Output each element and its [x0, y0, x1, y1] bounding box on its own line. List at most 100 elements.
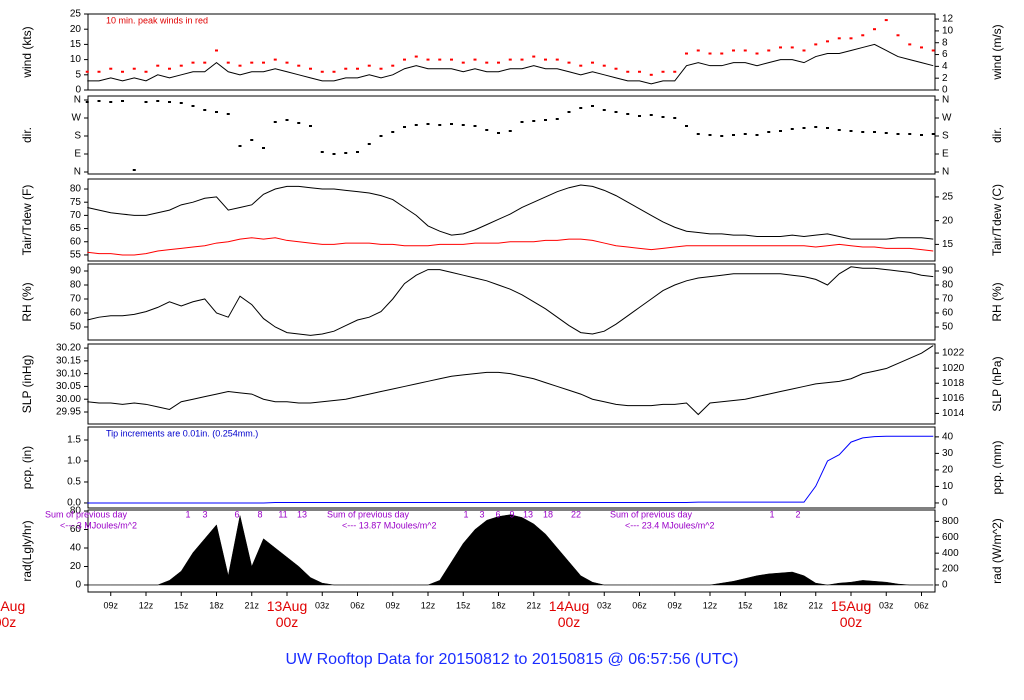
data-point: [555, 118, 559, 120]
y-tick-label: 50: [70, 322, 82, 333]
data-point: [755, 52, 759, 55]
data-point: [191, 105, 195, 107]
data-point: [567, 61, 571, 64]
line: [87, 43, 934, 85]
panel-frame: [87, 263, 936, 341]
y2-tick-label: 0: [942, 85, 948, 96]
data-point: [450, 123, 453, 125]
hour-mark: 13: [523, 509, 533, 519]
x-tick-label: 03z: [597, 600, 612, 610]
data-point: [238, 145, 242, 147]
data-point: [743, 49, 747, 52]
y-tick-label: 1.0: [67, 456, 81, 467]
data-point: [743, 133, 747, 135]
y-tick-label: 0.5: [67, 477, 81, 488]
data-point: [884, 132, 888, 134]
panel-frame: [87, 13, 936, 91]
y-axis-label: pcp. (in): [20, 446, 34, 489]
x-tick-label: 15z: [174, 600, 189, 610]
x-tick-label: 12z: [703, 600, 718, 610]
data-point: [802, 49, 806, 52]
data-point: [438, 124, 442, 126]
data-point: [285, 61, 289, 64]
data-point: [426, 58, 430, 61]
y2-tick-label: 90: [942, 266, 954, 277]
daily-sum-total: <--- 3 MJoules/m^2: [60, 520, 137, 530]
y-tick-label: 75: [70, 197, 82, 208]
y-tick-label: 30.00: [56, 394, 81, 405]
y-tick-label: E: [74, 149, 81, 160]
data-point: [732, 134, 735, 136]
hour-mark: 11: [278, 509, 287, 519]
data-point: [179, 102, 183, 104]
data-point: [121, 100, 124, 102]
annotation: 10 min. peak winds in red: [106, 15, 208, 25]
data-point: [638, 115, 641, 117]
data-point: [461, 61, 465, 64]
data-point: [732, 49, 735, 52]
data-point: [720, 52, 724, 55]
y-tick-label: 70: [70, 294, 82, 305]
hour-mark: 3: [202, 509, 207, 519]
y2-tick-label: 1020: [942, 363, 965, 374]
y-tick-label: 60: [70, 524, 82, 535]
x-tick-label: 18z: [491, 600, 506, 610]
data-point: [873, 131, 876, 133]
y-tick-label: 29.95: [56, 407, 81, 418]
y-tick-label: S: [74, 131, 81, 142]
x-tick-label: 18z: [773, 600, 788, 610]
y2-axis-label: dir.: [990, 127, 1004, 143]
daily-sum-label: Sum of previous day: [45, 509, 128, 519]
data-point: [85, 70, 89, 73]
y2-tick-label: 6: [942, 49, 948, 60]
data-point: [309, 125, 312, 127]
data-point: [638, 70, 641, 73]
x-tick-label: 09z: [667, 600, 682, 610]
data-point: [532, 120, 536, 122]
y-tick-label: N: [74, 95, 81, 106]
data-point: [332, 153, 336, 155]
x-tick-label: 06z: [914, 600, 929, 610]
data-point: [379, 135, 383, 137]
x-tick-label: 21z: [244, 600, 259, 610]
y-tick-label: W: [72, 113, 82, 124]
x-tick-label: 18z: [209, 600, 224, 610]
data-point: [297, 122, 301, 124]
data-point: [696, 49, 700, 52]
y-tick-label: 55: [70, 250, 82, 261]
data-point: [661, 116, 665, 118]
data-point: [849, 130, 853, 132]
data-point: [849, 37, 853, 40]
data-point: [649, 114, 653, 116]
y2-tick-label: 15: [942, 239, 954, 250]
y2-tick-label: 0: [942, 498, 948, 509]
data-point: [626, 113, 630, 115]
y2-axis-label: Tair/Tdew (C): [990, 184, 1004, 256]
daily-sum-label: Sum of previous day: [327, 509, 410, 519]
data-point: [614, 67, 618, 70]
data-point: [226, 61, 230, 64]
data-point: [861, 131, 865, 133]
area: [87, 514, 934, 586]
data-point: [720, 135, 724, 137]
data-point: [438, 58, 442, 61]
y2-tick-label: 200: [942, 564, 959, 575]
date-label: 15Aug 00z: [830, 598, 872, 630]
data-point: [544, 119, 547, 121]
x-tick-label: 12z: [421, 600, 436, 610]
y-tick-label: 40: [70, 543, 82, 554]
line: [87, 184, 934, 240]
data-point: [320, 70, 324, 73]
data-point: [696, 133, 700, 135]
y-tick-label: 0.0: [67, 498, 81, 509]
y2-tick-label: 1016: [942, 393, 965, 404]
panel-frame: [87, 343, 936, 425]
data-point: [191, 61, 195, 64]
line: [87, 266, 934, 336]
data-point: [144, 101, 148, 103]
x-tick-label: 15z: [456, 600, 471, 610]
line: [87, 435, 934, 504]
data-point: [273, 58, 277, 61]
y-tick-label: 60: [70, 236, 82, 247]
date-label: 12Aug 00z: [0, 598, 26, 630]
